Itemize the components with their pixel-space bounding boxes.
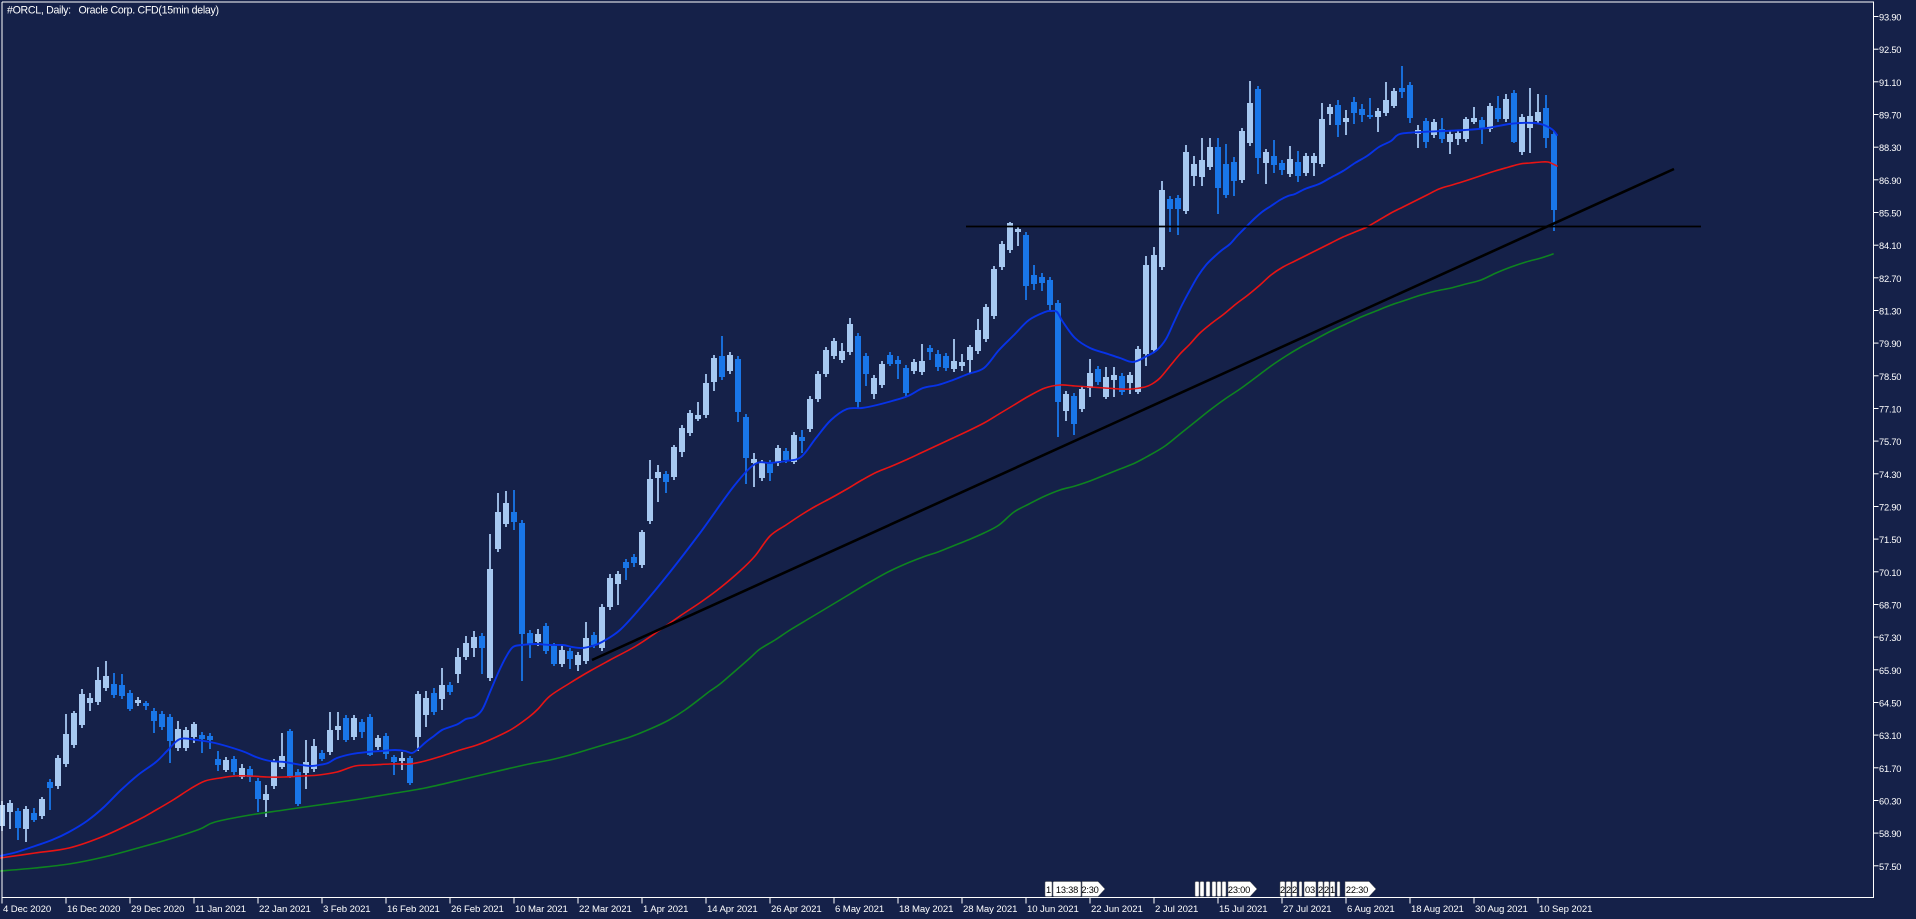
- svg-text:10 Jun 2021: 10 Jun 2021: [1027, 904, 1079, 915]
- svg-text:67.30: 67.30: [1879, 633, 1901, 643]
- svg-text:3 Feb 2021: 3 Feb 2021: [323, 904, 371, 915]
- svg-text:18 May 2021: 18 May 2021: [899, 904, 953, 915]
- svg-text:1: 1: [1046, 885, 1051, 895]
- svg-text:72.90: 72.90: [1879, 503, 1901, 513]
- svg-text:14 Apr 2021: 14 Apr 2021: [707, 904, 758, 915]
- svg-text:27 Jul 2021: 27 Jul 2021: [1283, 904, 1332, 915]
- svg-text:#ORCL, Daily: Oracle Corp. CF: #ORCL, Daily: Oracle Corp. CFD(15min del…: [7, 5, 219, 17]
- svg-text:15 Jul 2021: 15 Jul 2021: [1219, 904, 1268, 915]
- svg-text:61.70: 61.70: [1879, 764, 1901, 774]
- svg-text:77.10: 77.10: [1879, 405, 1901, 415]
- svg-text:2 Jul 2021: 2 Jul 2021: [1155, 904, 1198, 915]
- svg-text:10 Mar 2021: 10 Mar 2021: [515, 904, 568, 915]
- svg-text:81.30: 81.30: [1879, 307, 1901, 317]
- svg-text:22 Jan 2021: 22 Jan 2021: [259, 904, 311, 915]
- svg-text:6 May 2021: 6 May 2021: [835, 904, 884, 915]
- svg-text:18 Aug 2021: 18 Aug 2021: [1411, 904, 1464, 915]
- svg-text:4 Dec 2020: 4 Dec 2020: [3, 904, 51, 915]
- svg-text:1 Apr 2021: 1 Apr 2021: [643, 904, 688, 915]
- svg-text:58.90: 58.90: [1879, 829, 1901, 839]
- svg-text:65.90: 65.90: [1879, 666, 1901, 676]
- svg-text:91.10: 91.10: [1879, 78, 1901, 88]
- svg-text:57.50: 57.50: [1879, 862, 1901, 872]
- svg-text:2: 2: [1324, 885, 1329, 895]
- svg-text:79.90: 79.90: [1879, 339, 1901, 349]
- svg-text:75.70: 75.70: [1879, 437, 1901, 447]
- svg-text:88.30: 88.30: [1879, 143, 1901, 153]
- svg-text:85.50: 85.50: [1879, 209, 1901, 219]
- svg-text:30 Aug 2021: 30 Aug 2021: [1475, 904, 1528, 915]
- svg-text:1: 1: [1330, 885, 1335, 895]
- svg-text:64.50: 64.50: [1879, 699, 1901, 709]
- svg-text:84.10: 84.10: [1879, 241, 1901, 251]
- svg-text:71.50: 71.50: [1879, 535, 1901, 545]
- svg-text:6 Aug 2021: 6 Aug 2021: [1347, 904, 1395, 915]
- svg-text:68.70: 68.70: [1879, 601, 1901, 611]
- svg-text:2: 2: [1286, 885, 1291, 895]
- svg-text:93.90: 93.90: [1879, 13, 1901, 23]
- svg-text:23:00: 23:00: [1228, 885, 1250, 895]
- svg-text:22 Mar 2021: 22 Mar 2021: [579, 904, 632, 915]
- svg-text:2: 2: [1292, 885, 1297, 895]
- svg-text:2: 2: [1318, 885, 1323, 895]
- svg-text:92.50: 92.50: [1879, 45, 1901, 55]
- svg-text:22:30: 22:30: [1346, 885, 1368, 895]
- svg-text:2:30: 2:30: [1081, 885, 1098, 895]
- svg-text:10 Sep 2021: 10 Sep 2021: [1539, 904, 1592, 915]
- svg-text:26 Feb 2021: 26 Feb 2021: [451, 904, 504, 915]
- svg-text:78.50: 78.50: [1879, 372, 1901, 382]
- svg-text:13:38: 13:38: [1056, 885, 1078, 895]
- svg-text:29 Dec 2020: 29 Dec 2020: [131, 904, 184, 915]
- svg-text:11 Jan 2021: 11 Jan 2021: [195, 904, 246, 915]
- svg-text:63.10: 63.10: [1879, 731, 1901, 741]
- svg-text:26 Apr 2021: 26 Apr 2021: [771, 904, 822, 915]
- svg-text:89.70: 89.70: [1879, 111, 1901, 121]
- svg-text:74.30: 74.30: [1879, 470, 1901, 480]
- svg-text:86.90: 86.90: [1879, 176, 1901, 186]
- svg-text:16 Dec 2020: 16 Dec 2020: [67, 904, 120, 915]
- svg-text:16 Feb 2021: 16 Feb 2021: [387, 904, 440, 915]
- svg-text:28 May 2021: 28 May 2021: [963, 904, 1017, 915]
- svg-text:60.30: 60.30: [1879, 797, 1901, 807]
- svg-text:22 Jun 2021: 22 Jun 2021: [1091, 904, 1143, 915]
- svg-text:70.10: 70.10: [1879, 568, 1901, 578]
- svg-text:2: 2: [1280, 885, 1285, 895]
- svg-text:82.70: 82.70: [1879, 274, 1901, 284]
- svg-text:03: 03: [1305, 885, 1315, 895]
